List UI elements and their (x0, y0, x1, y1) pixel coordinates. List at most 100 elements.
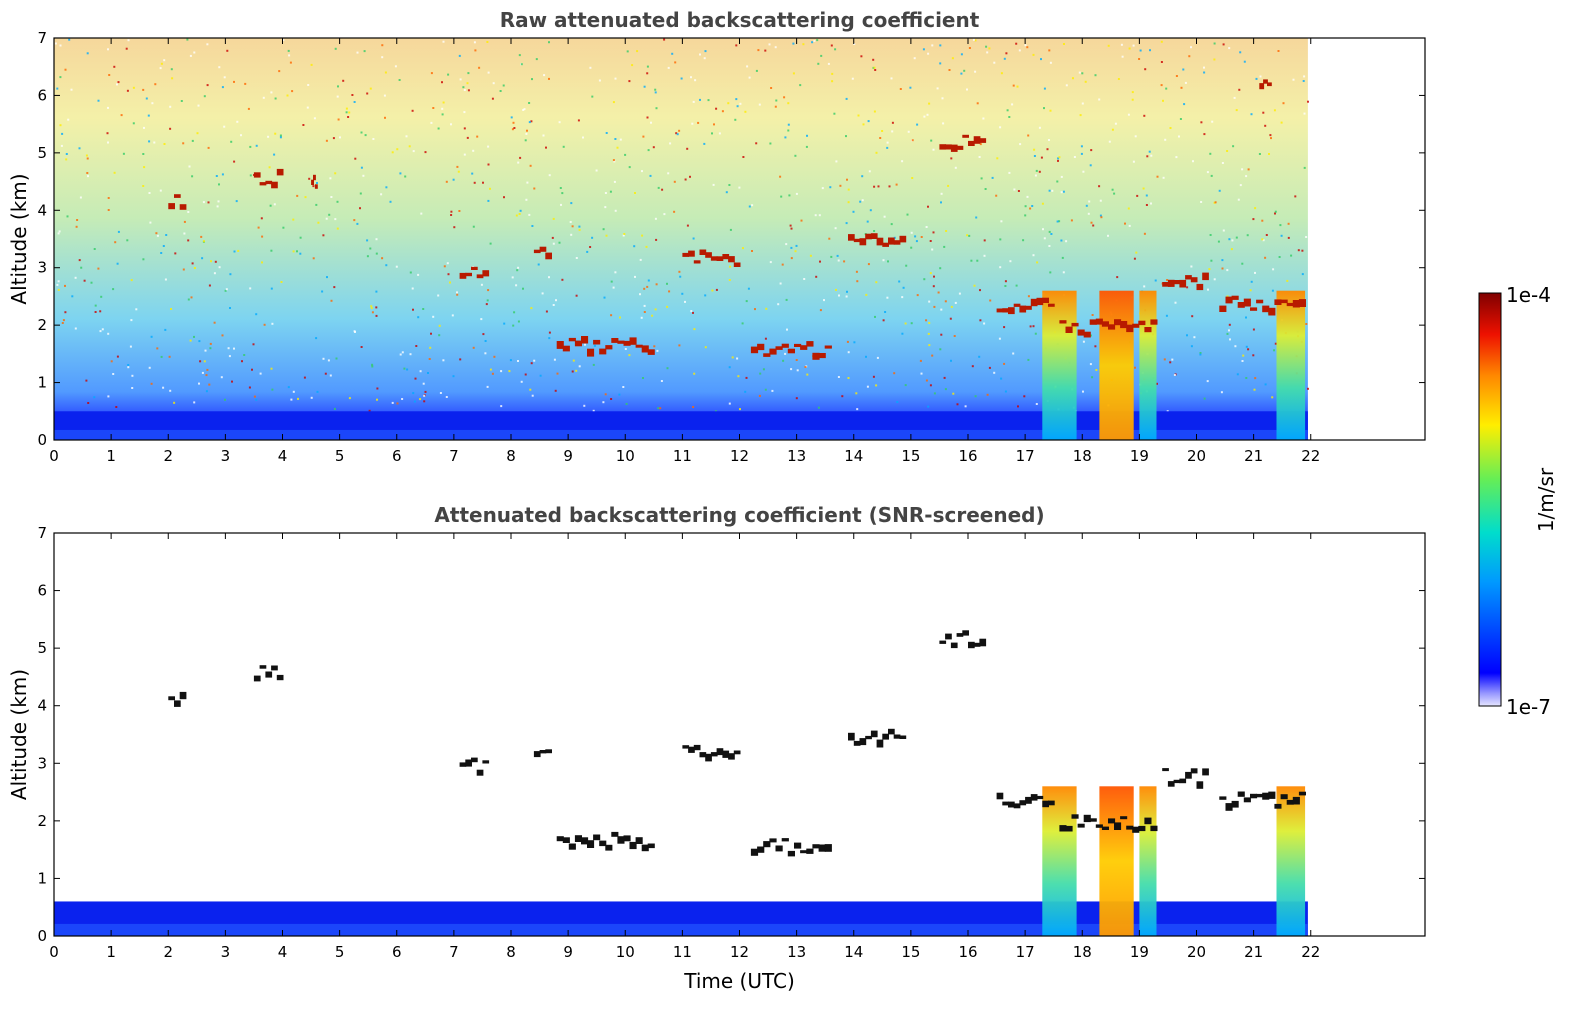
cloud-layer (533, 749, 552, 758)
y-tick-label: 4 (37, 201, 47, 219)
plot-frame (53, 532, 1426, 937)
surface-layer (54, 923, 1308, 936)
x-tick-label: 5 (335, 447, 345, 465)
x-axis-ticks: 0 1 2 3 4 5 6 7 8 9 10 11 12 13 14 15 16 17 18 19 20 21 22 (49, 533, 1320, 961)
x-tick-label: 11 (673, 447, 692, 465)
cloud-layer (253, 665, 284, 682)
surface-layer (54, 429, 1308, 440)
x-tick-label: 7 (449, 447, 459, 465)
y-axis-ticks: 0 1 2 3 4 5 6 7 (37, 29, 1425, 449)
panel-title: Raw attenuated backscattering coefficien… (500, 8, 980, 32)
plot-frame (53, 37, 1426, 441)
cloud-layer (459, 757, 490, 776)
x-tick-label: 3 (221, 943, 231, 961)
cloud-layer (996, 297, 1055, 315)
y-tick-label: 2 (37, 316, 47, 334)
snr-screened-panel: Attenuated backscattering coefficient (S… (7, 503, 1426, 993)
colorbar-gradient (1478, 292, 1502, 707)
cloud-layer (533, 246, 552, 260)
precipitation-column (1099, 786, 1134, 936)
x-tick-label: 7 (449, 943, 459, 961)
cloud-layer (1059, 814, 1158, 833)
x-tick-label: 10 (616, 943, 635, 961)
heatmap-area (54, 38, 1309, 440)
y-tick-label: 6 (37, 86, 47, 104)
cloud-layer (1219, 295, 1306, 316)
x-tick-label: 14 (844, 943, 863, 961)
x-tick-label: 14 (844, 447, 863, 465)
cloud-layer (253, 168, 284, 189)
cloud-layer (168, 691, 187, 707)
cloud-layer (682, 249, 741, 267)
x-tick-label: 22 (1301, 943, 1320, 961)
cloud-layer (1059, 318, 1158, 338)
x-tick-label: 0 (49, 943, 59, 961)
y-tick-label: 4 (37, 697, 47, 715)
x-tick-label: 21 (1244, 943, 1263, 961)
y-axis-label: Altitude (km) (7, 173, 31, 304)
cloud-layer (1162, 272, 1209, 291)
x-tick-label: 8 (506, 447, 516, 465)
x-tick-label: 21 (1244, 447, 1263, 465)
precipitation-column (1276, 786, 1306, 936)
x-tick-label: 18 (1073, 943, 1092, 961)
x-tick-label: 17 (1016, 943, 1035, 961)
colorbar-max-label: 1e-4 (1506, 283, 1551, 307)
cloud-layer (750, 341, 832, 360)
y-tick-label: 1 (37, 869, 47, 887)
x-tick-label: 13 (787, 447, 806, 465)
y-tick-label: 7 (37, 524, 47, 542)
x-tick-label: 19 (1130, 447, 1149, 465)
cloud-layer (168, 194, 187, 210)
x-tick-label: 4 (278, 943, 288, 961)
x-tick-label: 2 (163, 447, 173, 465)
precipitation-column (1276, 290, 1306, 440)
precipitation-column (1099, 290, 1134, 440)
x-tick-label: 5 (335, 943, 345, 961)
x-tick-label: 16 (958, 943, 977, 961)
precipitation-column (1042, 290, 1077, 440)
x-tick-label: 12 (730, 943, 749, 961)
x-tick-label: 6 (392, 447, 402, 465)
y-tick-label: 0 (37, 431, 47, 449)
colorbar-min-label: 1e-7 (1506, 695, 1551, 719)
cloud-layer (459, 266, 490, 279)
y-tick-label: 6 (37, 582, 47, 600)
cloud-layer (996, 792, 1055, 809)
colorbar-unit-label: 1/m/sr (1534, 467, 1558, 532)
colorbar: 1e-4 1e-7 1/m/sr (1478, 283, 1558, 719)
cloud-layer (556, 336, 655, 357)
precipitation-column (1139, 786, 1157, 936)
y-tick-label: 3 (37, 259, 47, 277)
cloud-layer (939, 134, 987, 152)
heatmap-area (54, 630, 1308, 936)
x-tick-label: 15 (901, 943, 920, 961)
cloud-layer (939, 630, 987, 649)
x-axis-label: Time (UTC) (683, 969, 795, 993)
panel-title: Attenuated backscattering coefficient (S… (434, 503, 1044, 527)
x-tick-label: 15 (901, 447, 920, 465)
x-tick-label: 20 (1187, 447, 1206, 465)
x-tick-label: 6 (392, 943, 402, 961)
cloud-layer (1259, 79, 1272, 90)
precipitation-column (1042, 786, 1077, 936)
y-tick-label: 5 (37, 639, 47, 657)
cloud-layer (556, 831, 655, 852)
y-tick-label: 0 (37, 927, 47, 945)
x-axis-ticks: 0 1 2 3 4 5 6 7 8 9 10 11 12 13 14 15 16 17 18 19 20 21 22 (49, 38, 1320, 465)
y-axis-ticks: 0 1 2 3 4 5 6 7 (37, 524, 1425, 945)
x-tick-label: 9 (563, 447, 573, 465)
x-tick-label: 22 (1301, 447, 1320, 465)
x-tick-label: 19 (1130, 943, 1149, 961)
x-tick-label: 12 (730, 447, 749, 465)
cloud-layer (848, 233, 907, 247)
x-tick-label: 0 (49, 447, 59, 465)
precipitation-column (1139, 290, 1157, 440)
x-tick-label: 17 (1016, 447, 1035, 465)
x-tick-label: 20 (1187, 943, 1206, 961)
cloud-layer (750, 838, 832, 857)
x-tick-label: 10 (616, 447, 635, 465)
x-tick-label: 1 (106, 943, 116, 961)
cloud-layer (682, 744, 741, 762)
x-tick-label: 4 (278, 447, 288, 465)
